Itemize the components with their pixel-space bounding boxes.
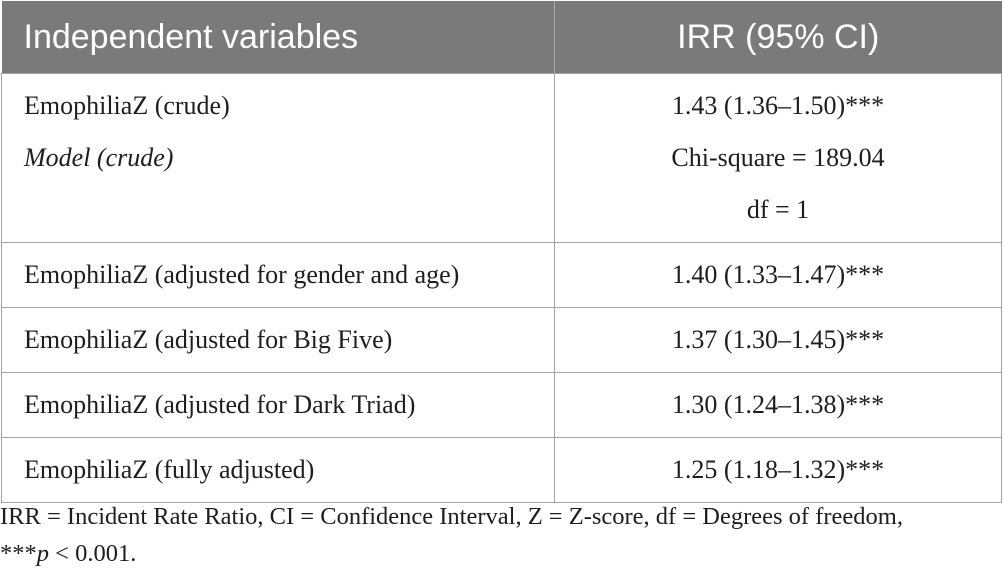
- variable-label: EmophiliaZ (crude): [24, 91, 230, 120]
- variable-label: EmophiliaZ (adjusted for Big Five): [24, 325, 393, 354]
- value-cell: 1.40 (1.33–1.47)***: [554, 242, 1002, 308]
- header-row: Independent variables IRR (95% CI): [1, 1, 1002, 74]
- variable-label: EmophiliaZ (adjusted for gender and age): [24, 260, 460, 289]
- footnote-significance: ***p < 0.001.: [0, 535, 1004, 572]
- value-cell: 1.25 (1.18–1.32)***: [554, 437, 1002, 503]
- footnote-stars: ***: [0, 540, 37, 567]
- table-row: EmophiliaZ (fully adjusted) 1.25 (1.18–1…: [1, 437, 1002, 503]
- header-independent-variables: Independent variables: [1, 1, 555, 74]
- df-value: df = 1: [746, 195, 810, 224]
- footnote-p: p: [36, 540, 49, 567]
- variable-cell: EmophiliaZ (crude) Model (crude): [1, 73, 555, 243]
- table-row: EmophiliaZ (adjusted for Dark Triad) 1.3…: [1, 372, 1002, 438]
- irr-value: 1.30 (1.24–1.38)***: [671, 390, 885, 419]
- irr-value: 1.25 (1.18–1.32)***: [671, 455, 885, 484]
- variable-label: EmophiliaZ (fully adjusted): [24, 455, 315, 484]
- table-row: EmophiliaZ (adjusted for gender and age)…: [1, 242, 1002, 308]
- model-label: Model (crude): [24, 143, 174, 172]
- chi-square-value: Chi-square = 189.04: [671, 143, 885, 172]
- variable-cell: EmophiliaZ (adjusted for Dark Triad): [1, 372, 555, 438]
- value-cell: 1.30 (1.24–1.38)***: [554, 372, 1002, 438]
- variable-cell: EmophiliaZ (adjusted for Big Five): [1, 307, 555, 373]
- table-row: EmophiliaZ (crude) Model (crude) 1.43 (1…: [1, 73, 1002, 243]
- variable-label: EmophiliaZ (adjusted for Dark Triad): [24, 390, 416, 419]
- value-cell: 1.43 (1.36–1.50)*** Chi-square = 189.04 …: [554, 73, 1002, 243]
- value-cell: 1.37 (1.30–1.45)***: [554, 307, 1002, 373]
- variable-cell: EmophiliaZ (adjusted for gender and age): [1, 242, 555, 308]
- footnote-threshold: < 0.001.: [49, 540, 137, 567]
- results-table: Independent variables IRR (95% CI) Emoph…: [1, 1, 1002, 503]
- irr-value: 1.37 (1.30–1.45)***: [671, 325, 885, 354]
- variable-cell: EmophiliaZ (fully adjusted): [1, 437, 555, 503]
- footnote-abbreviations: IRR = Incident Rate Ratio, CI = Confiden…: [0, 503, 903, 530]
- irr-value: 1.43 (1.36–1.50)***: [671, 91, 885, 120]
- table-footnote: IRR = Incident Rate Ratio, CI = Confiden…: [0, 498, 1004, 572]
- irr-value: 1.40 (1.33–1.47)***: [671, 260, 885, 289]
- header-irr: IRR (95% CI): [554, 1, 1002, 74]
- table-row: EmophiliaZ (adjusted for Big Five) 1.37 …: [1, 307, 1002, 373]
